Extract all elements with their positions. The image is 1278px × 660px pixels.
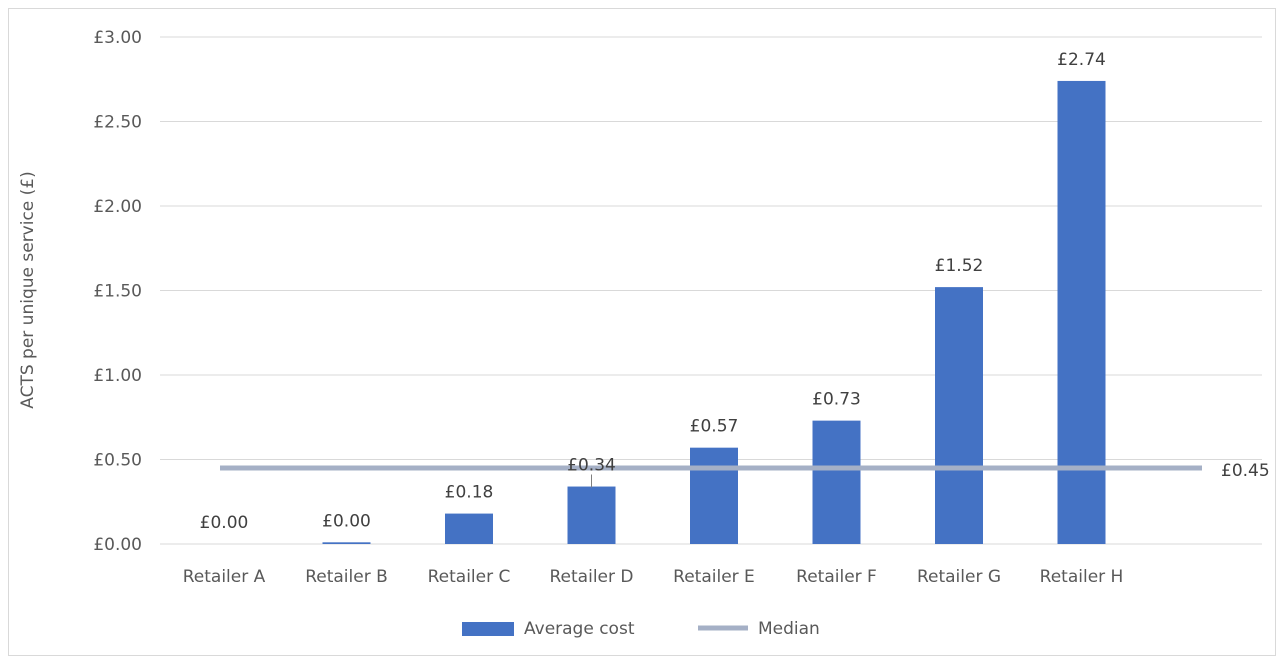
y-tick-label: £2.00 xyxy=(93,197,142,217)
x-tick-label: Retailer C xyxy=(428,567,511,587)
x-tick-label: Retailer G xyxy=(917,567,1001,587)
legend-label-average-cost: Average cost xyxy=(524,619,635,639)
data-label: £0.18 xyxy=(445,483,494,503)
y-axis-ticks: £0.00 £0.50 £1.00 £1.50 £2.00 £2.50 £3.00 xyxy=(93,28,142,555)
x-tick-label: Retailer H xyxy=(1040,567,1124,587)
bar xyxy=(935,287,983,544)
y-tick-label: £1.50 xyxy=(93,282,142,302)
data-label: £0.00 xyxy=(322,511,371,531)
y-tick-label: £3.00 xyxy=(93,28,142,48)
y-tick-label: £0.50 xyxy=(93,451,142,471)
bar xyxy=(445,513,493,544)
bar xyxy=(1057,80,1106,544)
data-labels: £0.00 £0.00 £0.18 £0.34 £0.57 £0.73 £1.52 £2.74 xyxy=(200,50,1106,533)
data-label: £2.74 xyxy=(1057,50,1106,70)
data-label: £0.34 xyxy=(567,456,616,476)
x-tick-label: Retailer F xyxy=(796,567,877,587)
median-line-group: £0.45 xyxy=(220,461,1270,481)
y-tick-label: £0.00 xyxy=(93,535,142,555)
legend: Average cost Median xyxy=(462,619,820,639)
y-tick-label: £2.50 xyxy=(93,113,142,133)
data-label: £0.00 xyxy=(200,513,249,533)
legend-swatch-average-cost xyxy=(462,622,514,636)
x-tick-label: Retailer D xyxy=(550,567,634,587)
bar xyxy=(322,542,371,544)
y-axis-title: ACTS per unique service (£) xyxy=(18,171,38,409)
x-tick-label: Retailer B xyxy=(305,567,388,587)
bar xyxy=(812,420,861,544)
data-label: £1.52 xyxy=(935,256,984,276)
x-tick-label: Retailer A xyxy=(183,567,266,587)
median-label: £0.45 xyxy=(1221,461,1270,481)
bars xyxy=(322,80,1106,544)
y-tick-label: £1.00 xyxy=(93,366,142,386)
data-label: £0.73 xyxy=(812,390,861,410)
chart-frame xyxy=(8,8,1276,656)
bar xyxy=(690,447,738,544)
bar xyxy=(567,486,616,544)
x-tick-label: Retailer E xyxy=(673,567,755,587)
x-axis-ticks: Retailer A Retailer B Retailer C Retailer D… xyxy=(183,567,1124,587)
data-label: £0.57 xyxy=(690,417,739,437)
legend-label-median: Median xyxy=(758,619,820,639)
